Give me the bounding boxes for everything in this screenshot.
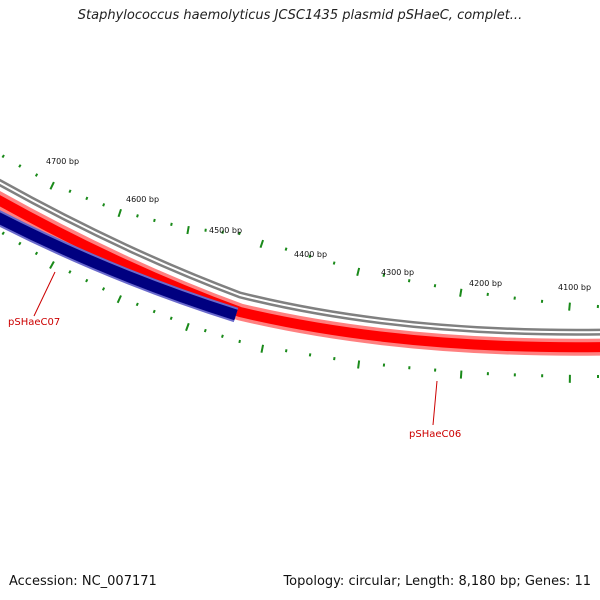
length-label: Length: [405, 574, 455, 589]
major-tick [186, 225, 190, 235]
minor-tick [18, 164, 22, 168]
minor-tick [68, 270, 72, 274]
minor-tick [34, 251, 39, 256]
backbone-inner [0, 181, 600, 334]
minor-tick [68, 189, 72, 194]
minor-tick [169, 316, 173, 321]
major-tick [117, 208, 122, 218]
minor-tick [332, 261, 336, 265]
accession-info: Accession: NC_007171 [9, 574, 157, 589]
outer-tick-marks [1, 154, 599, 311]
major-tick [357, 360, 361, 369]
minor-tick [407, 279, 411, 283]
accession-label: Accession: [9, 574, 78, 589]
tick-label-4400: 4400 bp [294, 250, 327, 259]
major-tick [568, 302, 571, 311]
tick-label-4300: 4300 bp [381, 268, 414, 277]
major-tick [259, 239, 264, 248]
minor-tick [221, 334, 224, 338]
gene-label-pSHaeC06[interactable]: pSHaeC06 [409, 429, 461, 440]
minor-tick [1, 154, 5, 159]
major-tick [49, 181, 55, 190]
tick-label-4200: 4200 bp [469, 279, 502, 288]
major-tick [49, 261, 55, 270]
major-tick [356, 267, 361, 276]
genes-label: Genes: [524, 574, 571, 589]
major-tick [459, 370, 463, 379]
gene-pSHaeC06-leader [432, 380, 438, 426]
gene-pSHaeC07-leader [33, 271, 56, 317]
accession-value: NC_007171 [81, 574, 157, 589]
minor-tick [153, 218, 156, 223]
minor-tick [136, 214, 139, 218]
minor-tick [238, 339, 241, 344]
map-title: Staphylococcus haemolyticus JCSC1435 pla… [77, 8, 523, 23]
minor-tick [382, 273, 386, 277]
tick-label-4100: 4100 bp [558, 283, 591, 292]
minor-tick [18, 241, 22, 246]
tick-label-4700: 4700 bp [46, 157, 79, 166]
minor-tick [433, 284, 437, 288]
minor-tick [284, 247, 288, 251]
tick-label-4600: 4600 bp [126, 195, 159, 204]
minor-tick [170, 222, 173, 226]
tick-label-4500: 4500 bp [209, 226, 242, 235]
minor-tick [203, 328, 207, 333]
major-tick [185, 322, 190, 332]
major-tick [116, 295, 122, 304]
topology-value: circular [348, 574, 397, 589]
gene-pSHaeC06-arc[interactable] [0, 195, 600, 353]
minor-tick [284, 349, 288, 353]
minor-tick [308, 254, 312, 259]
minor-tick [34, 173, 39, 177]
minor-tick [1, 231, 5, 236]
gene-pSHaeC07-arc[interactable] [0, 212, 238, 321]
separator: ; [396, 574, 406, 589]
sequence-info: Topology: circular; Length: 8,180 bp; Ge… [283, 574, 591, 589]
length-value: 8,180 bp [458, 574, 517, 589]
minor-tick [85, 196, 89, 201]
major-tick [459, 288, 463, 297]
topology-label: Topology: [283, 574, 345, 589]
gene-label-pSHaeC07[interactable]: pSHaeC07 [8, 317, 60, 328]
major-tick [260, 344, 265, 353]
inner-tick-marks [1, 231, 599, 383]
minor-tick [152, 309, 156, 314]
genes-value: 11 [574, 574, 591, 589]
minor-tick [238, 231, 241, 236]
minor-tick [85, 278, 89, 283]
minor-tick [101, 287, 106, 291]
minor-tick [135, 302, 139, 307]
minor-tick [102, 203, 106, 207]
separator: ; [516, 574, 525, 589]
